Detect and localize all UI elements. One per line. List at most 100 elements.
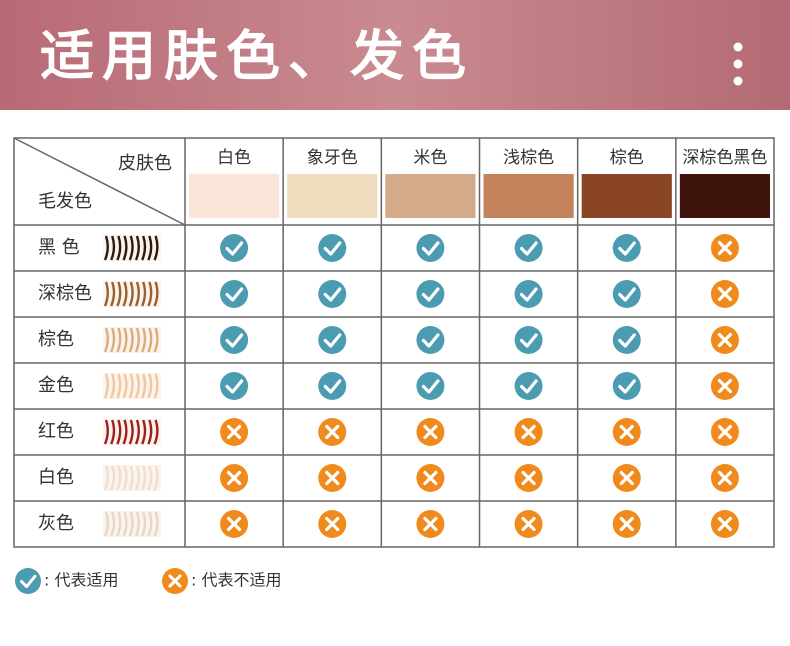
hair-strand: [103, 281, 109, 307]
check-stroke: [20, 574, 37, 589]
hair-strand: [141, 235, 147, 261]
hair-strand: [110, 511, 116, 537]
menu-button[interactable]: [733, 42, 743, 86]
hair-strand: [147, 465, 153, 491]
hair-strand: [122, 235, 128, 261]
hair-strand: [122, 465, 128, 491]
icon-circle: [514, 326, 543, 354]
check-icon: [416, 372, 445, 400]
skin-swatch: [287, 174, 378, 218]
cross-stroke: [325, 516, 340, 532]
hair-strand: [141, 327, 147, 353]
cross-stroke: [423, 516, 438, 532]
hair-strand: [134, 373, 140, 399]
check-stroke: [421, 333, 440, 348]
table-border: [13, 137, 775, 548]
hair-strand: [116, 235, 122, 261]
icon-circle: [416, 326, 445, 354]
hair-strand: [128, 419, 134, 445]
cross-stroke: [226, 470, 242, 486]
hair-strand: [122, 373, 128, 399]
check-icon: [318, 280, 347, 308]
skin-swatch: [189, 174, 280, 218]
hair-strand: [128, 511, 134, 537]
corner-hair-label: 毛发色: [38, 191, 92, 212]
hair-strand: [110, 327, 116, 353]
cross-icon: [514, 510, 543, 538]
hair-label: 红色: [38, 421, 74, 442]
check-stroke: [618, 241, 636, 256]
hair-strand: [116, 511, 122, 537]
hair-swatch: [103, 373, 161, 399]
icon-circle: [416, 372, 445, 400]
icon-circle: [318, 372, 347, 400]
cross-icon: [220, 510, 249, 538]
corner-skin-label: 皮肤色: [118, 153, 172, 174]
icon-circle: [416, 234, 445, 262]
legend-label: : 代表不适用: [191, 571, 281, 590]
hair-strand: [122, 419, 128, 445]
hair-strand: [122, 281, 128, 307]
skin-swatch: [581, 174, 672, 218]
cross-stroke: [619, 516, 634, 532]
hair-strand: [141, 281, 147, 307]
cross-stroke: [423, 470, 438, 486]
check-icon: [318, 234, 347, 262]
check-stroke: [519, 287, 538, 302]
hair-strand: [153, 281, 159, 307]
icon-circle: [514, 234, 543, 262]
hair-strand: [141, 465, 147, 491]
check-stroke: [421, 287, 440, 302]
skin-label: 米色: [413, 148, 447, 168]
hair-strand: [153, 419, 159, 445]
cross-stroke: [717, 240, 733, 256]
hair-label: 金色: [38, 375, 74, 396]
hair-strand: [128, 465, 134, 491]
hair-strand: [141, 511, 147, 537]
check-icon: [416, 280, 445, 308]
cross-icon: [220, 464, 249, 492]
hair-strand: [116, 281, 122, 307]
check-stroke: [225, 287, 244, 302]
check-stroke: [519, 333, 538, 348]
hair-strand: [153, 235, 159, 261]
skin-label: 白色: [217, 148, 251, 168]
cross-stroke: [521, 516, 536, 532]
check-stroke: [323, 379, 342, 394]
hair-strand: [110, 281, 116, 307]
check-icon: [220, 326, 249, 354]
hair-strand: [110, 419, 116, 445]
hair-label: 黑 色: [38, 237, 80, 258]
cross-stroke: [325, 424, 340, 440]
cross-stroke: [619, 424, 634, 440]
check-icon: [514, 372, 543, 400]
icon-circle: [220, 372, 249, 400]
hair-strand: [122, 327, 128, 353]
check-stroke: [421, 379, 440, 394]
legend-label: : 代表适用: [44, 571, 118, 590]
hair-strand: [153, 511, 159, 537]
icon-circle: [220, 234, 249, 262]
cross-icon: [710, 280, 739, 308]
header-bar: [0, 0, 790, 110]
check-stroke: [519, 379, 538, 394]
check-icon: [220, 280, 249, 308]
icon-circle: [612, 372, 641, 400]
hair-strand: [147, 235, 153, 261]
check-icon: [612, 326, 641, 354]
cross-stroke: [168, 574, 182, 588]
cross-icon: [710, 418, 739, 446]
check-icon: [416, 234, 445, 262]
cross-stroke: [717, 516, 733, 532]
hair-strand: [153, 465, 159, 491]
hair-strand: [147, 511, 153, 537]
check-icon: [612, 372, 641, 400]
cross-stroke: [423, 424, 438, 440]
skin-label: 棕色: [610, 148, 644, 168]
cross-stroke: [325, 470, 340, 486]
cross-icon: [710, 234, 739, 262]
hair-strand: [134, 511, 140, 537]
hair-strand: [134, 419, 140, 445]
cross-stroke: [226, 424, 242, 440]
